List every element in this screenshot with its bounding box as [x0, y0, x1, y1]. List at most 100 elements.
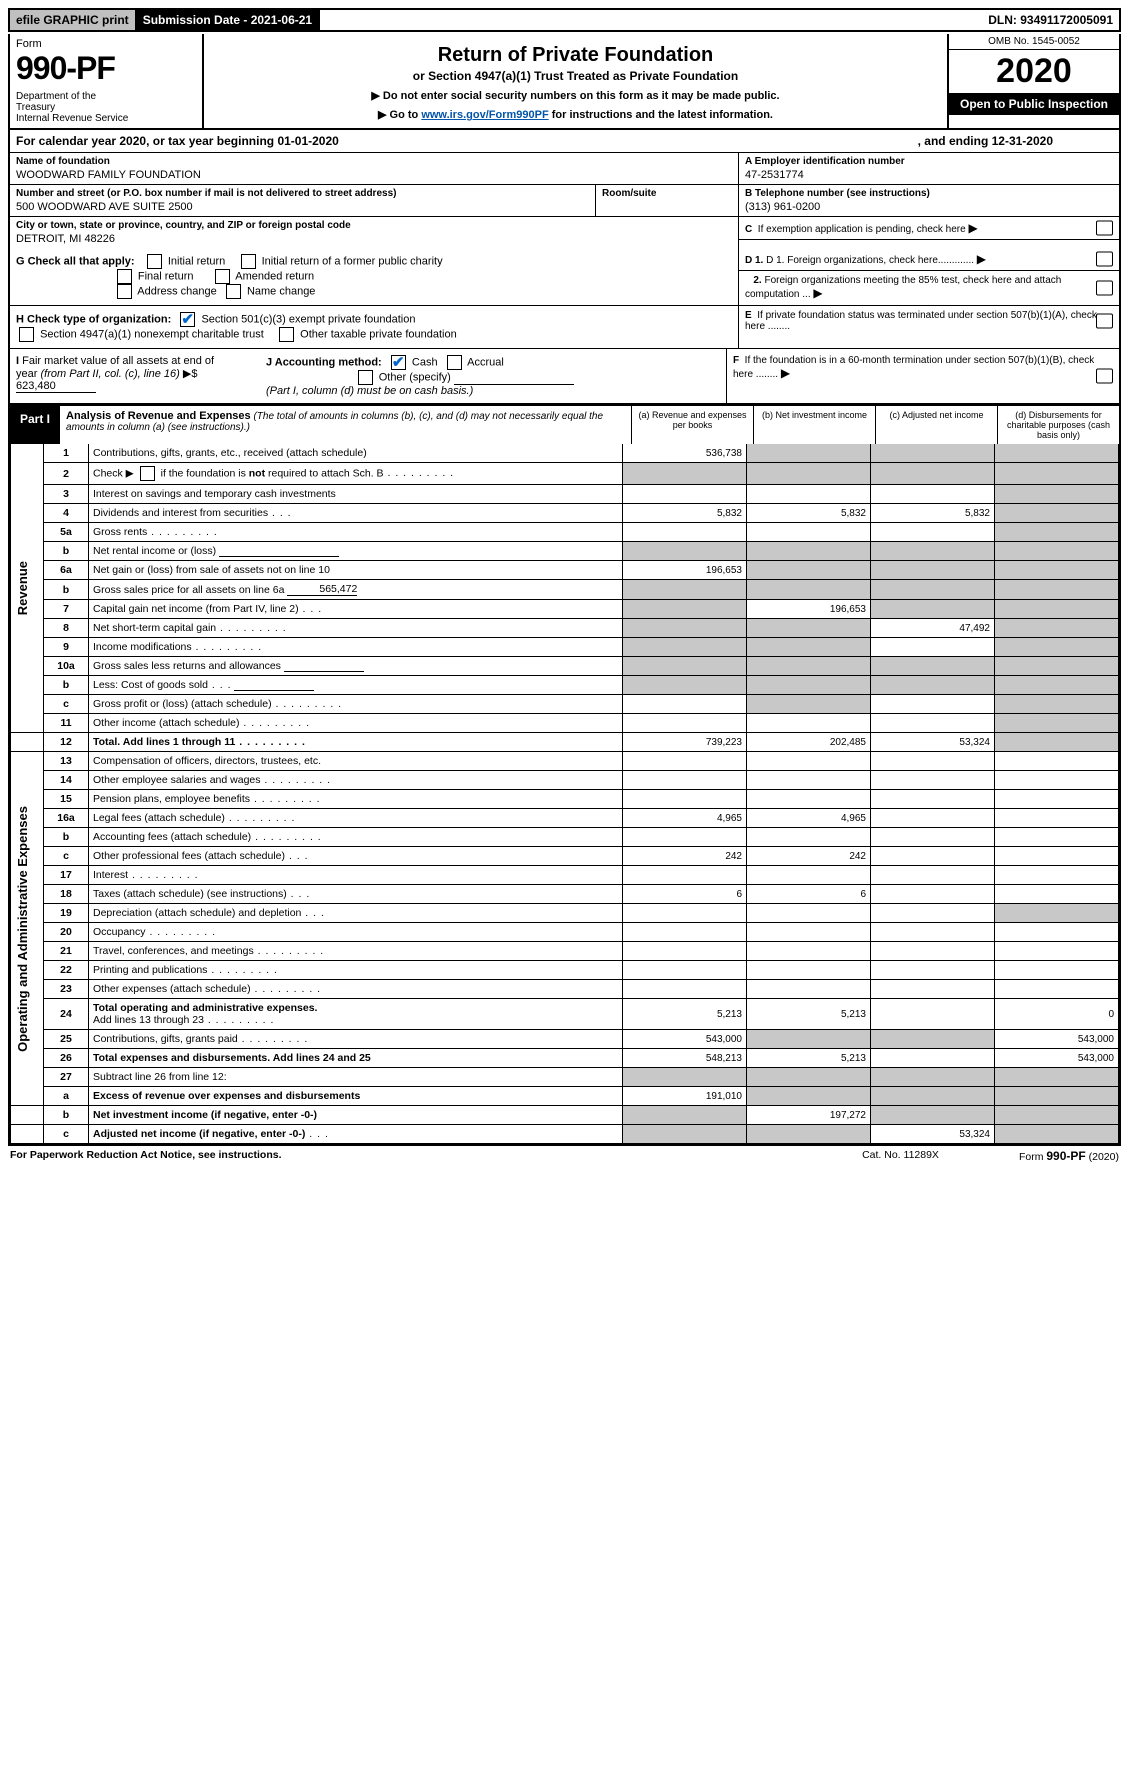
- form-word: Form: [16, 38, 196, 50]
- f-termination: F If the foundation is in a 60-month ter…: [726, 349, 1119, 403]
- cb-amended[interactable]: [215, 269, 230, 284]
- form-title: Return of Private Foundation: [210, 44, 941, 67]
- cb-name-change[interactable]: [226, 284, 241, 299]
- tax-year-row: For calendar year 2020, or tax year begi…: [10, 130, 1119, 153]
- efile-print-button[interactable]: efile GRAPHIC print: [10, 10, 137, 30]
- table-row: 3Interest on savings and temporary cash …: [11, 485, 1119, 504]
- table-row: 19Depreciation (attach schedule) and dep…: [11, 904, 1119, 923]
- fmv-value: 623,480: [16, 380, 96, 393]
- d2-foreign-85: 2. Foreign organizations meeting the 85%…: [739, 271, 1119, 304]
- cb-initial-return[interactable]: [147, 254, 162, 269]
- col-a-head: (a) Revenue and expenses per books: [632, 406, 754, 444]
- g-check-all: G Check all that apply: Initial return I…: [10, 248, 738, 305]
- header-right: OMB No. 1545-0052 2020 Open to Public In…: [949, 34, 1119, 128]
- table-row: 14Other employee salaries and wages: [11, 771, 1119, 790]
- table-row: 15Pension plans, employee benefits: [11, 790, 1119, 809]
- table-row: cAdjusted net income (if negative, enter…: [11, 1125, 1119, 1144]
- ein-value: 47-2531774: [745, 167, 1113, 181]
- note-goto: ▶ Go to www.irs.gov/Form990PF for instru…: [210, 108, 941, 121]
- header-center: Return of Private Foundation or Section …: [204, 34, 949, 128]
- catalog-number: Cat. No. 11289X: [862, 1149, 939, 1163]
- revenue-vlabel: Revenue: [15, 561, 30, 615]
- table-row: 8Net short-term capital gain47,492: [11, 619, 1119, 638]
- table-row: 12Total. Add lines 1 through 11739,22320…: [11, 733, 1119, 752]
- city-state-zip: DETROIT, MI 48226: [16, 231, 732, 245]
- phone-cell: B Telephone number (see instructions) (3…: [739, 185, 1119, 217]
- omb-number: OMB No. 1545-0052: [949, 34, 1119, 50]
- expenses-vlabel: Operating and Administrative Expenses: [15, 806, 30, 1052]
- note-ssn: ▶ Do not enter social security numbers o…: [210, 89, 941, 102]
- cb-other-method[interactable]: [358, 370, 373, 385]
- identification-block: Name of foundation WOODWARD FAMILY FOUND…: [10, 153, 1119, 248]
- header-left: Form 990-PF Department of theTreasuryInt…: [10, 34, 204, 128]
- cb-501c3[interactable]: [180, 312, 195, 327]
- form-footer: Form 990-PF (2020): [1019, 1149, 1119, 1163]
- paperwork-notice: For Paperwork Reduction Act Notice, see …: [10, 1149, 282, 1163]
- part1-header: Part I Analysis of Revenue and Expenses …: [10, 404, 1119, 444]
- table-row: bLess: Cost of goods sold: [11, 676, 1119, 695]
- cb-other-taxable[interactable]: [279, 327, 294, 342]
- table-row: 24Total operating and administrative exp…: [11, 999, 1119, 1030]
- dln: DLN: 93491172005091: [982, 10, 1119, 30]
- phone-value: (313) 961-0200: [745, 199, 1113, 213]
- d1-foreign: D 1. D 1. Foreign organizations, check h…: [739, 248, 1119, 271]
- table-row: bGross sales price for all assets on lin…: [11, 580, 1119, 600]
- table-row: Operating and Administrative Expenses 13…: [11, 752, 1119, 771]
- tax-year: 2020: [949, 50, 1119, 93]
- cb-address-change[interactable]: [117, 284, 132, 299]
- department: Department of theTreasuryInternal Revenu…: [16, 91, 196, 124]
- cb-accrual[interactable]: [447, 355, 462, 370]
- part1-label: Part I: [10, 406, 60, 444]
- table-row: 22Printing and publications: [11, 961, 1119, 980]
- table-row: bNet rental income or (loss): [11, 542, 1119, 561]
- form-number: 990-PF: [16, 50, 196, 87]
- table-row: 18Taxes (attach schedule) (see instructi…: [11, 885, 1119, 904]
- e-checkbox[interactable]: [1096, 314, 1113, 329]
- table-row: aExcess of revenue over expenses and dis…: [11, 1087, 1119, 1106]
- j-note: (Part I, column (d) must be on cash basi…: [266, 385, 473, 397]
- g-section-row: G Check all that apply: Initial return I…: [10, 248, 1119, 306]
- ij-section-row: I Fair market value of all assets at end…: [10, 349, 1119, 404]
- table-row: Revenue 1Contributions, gifts, grants, e…: [11, 444, 1119, 463]
- table-row: 9Income modifications: [11, 638, 1119, 657]
- table-row: 11Other income (attach schedule): [11, 714, 1119, 733]
- address-cell: Number and street (or P.O. box number if…: [10, 185, 595, 217]
- cb-sch-b[interactable]: [140, 466, 155, 481]
- table-row: 6aNet gain or (loss) from sale of assets…: [11, 561, 1119, 580]
- form-header: Form 990-PF Department of theTreasuryInt…: [8, 34, 1121, 130]
- form-subtitle: or Section 4947(a)(1) Trust Treated as P…: [210, 69, 941, 83]
- foundation-name: WOODWARD FAMILY FOUNDATION: [16, 167, 732, 181]
- table-row: 21Travel, conferences, and meetings: [11, 942, 1119, 961]
- table-row: 4Dividends and interest from securities5…: [11, 504, 1119, 523]
- table-row: 17Interest: [11, 866, 1119, 885]
- d2-checkbox[interactable]: [1096, 280, 1113, 295]
- street-address: 500 WOODWARD AVE SUITE 2500: [16, 199, 589, 213]
- cb-initial-former[interactable]: [241, 254, 256, 269]
- room-suite-cell: Room/suite: [595, 185, 738, 217]
- table-row: 7Capital gain net income (from Part IV, …: [11, 600, 1119, 619]
- col-b-head: (b) Net investment income: [754, 406, 876, 444]
- h-section-row: H Check type of organization: Section 50…: [10, 306, 1119, 349]
- open-inspection: Open to Public Inspection: [949, 93, 1119, 115]
- d1-checkbox[interactable]: [1096, 252, 1113, 267]
- h-org-type: H Check type of organization: Section 50…: [10, 306, 738, 348]
- foundation-name-cell: Name of foundation WOODWARD FAMILY FOUND…: [10, 153, 738, 185]
- page-footer: For Paperwork Reduction Act Notice, see …: [8, 1146, 1121, 1163]
- e-terminated: E If private foundation status was termi…: [739, 306, 1119, 336]
- c-exemption-pending: C If exemption application is pending, c…: [739, 217, 1119, 240]
- cb-final-return[interactable]: [117, 269, 132, 284]
- city-cell: City or town, state or province, country…: [10, 217, 738, 248]
- ein-cell: A Employer identification number 47-2531…: [739, 153, 1119, 185]
- table-row: 20Occupancy: [11, 923, 1119, 942]
- cb-cash[interactable]: [391, 355, 406, 370]
- part1-table: Revenue 1Contributions, gifts, grants, e…: [10, 444, 1119, 1144]
- f-checkbox[interactable]: [1096, 369, 1113, 384]
- c-checkbox[interactable]: [1096, 221, 1113, 236]
- cb-4947[interactable]: [19, 327, 34, 342]
- main: For calendar year 2020, or tax year begi…: [8, 130, 1121, 1146]
- i-j-block: I Fair market value of all assets at end…: [10, 349, 726, 403]
- irs-link[interactable]: www.irs.gov/Form990PF: [421, 109, 548, 121]
- table-row: 10aGross sales less returns and allowanc…: [11, 657, 1119, 676]
- table-row: 16aLegal fees (attach schedule)4,9654,96…: [11, 809, 1119, 828]
- table-row: 23Other expenses (attach schedule): [11, 980, 1119, 999]
